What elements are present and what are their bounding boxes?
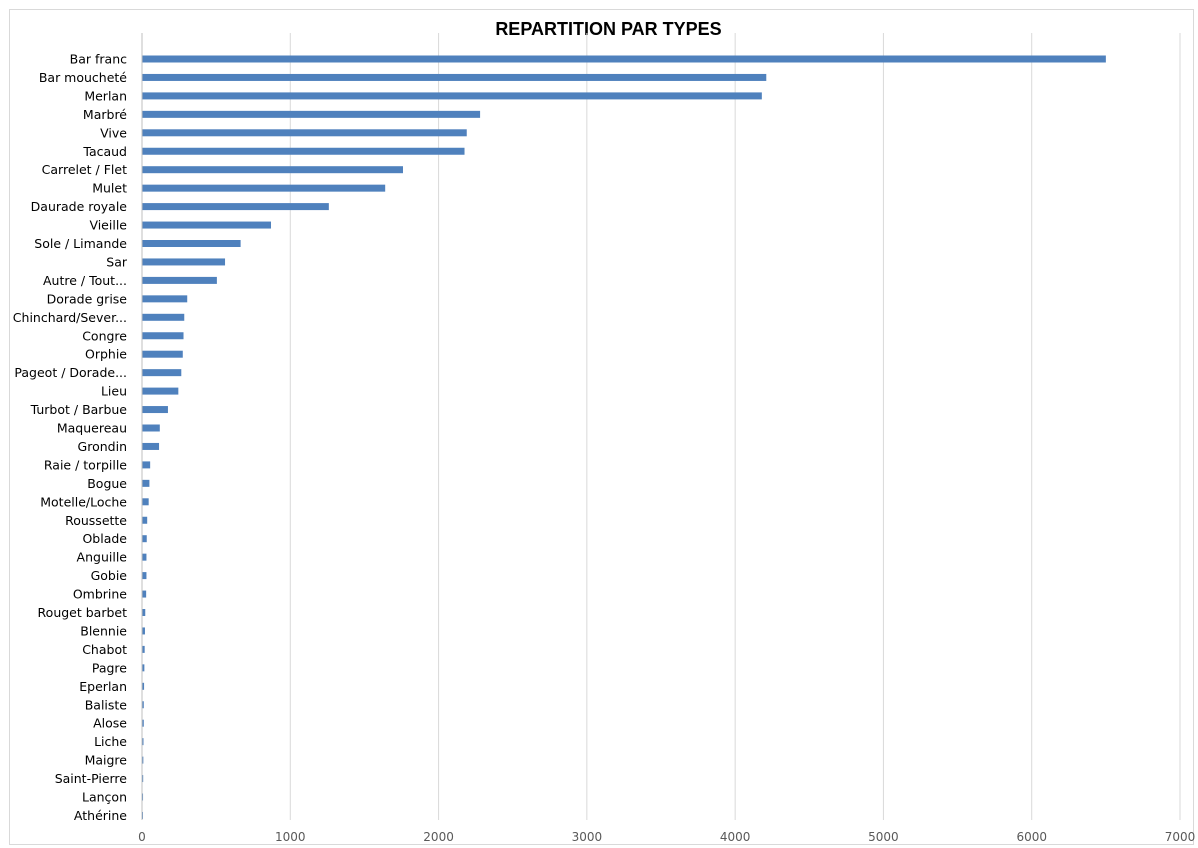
bar	[142, 627, 145, 635]
category-label: Bar franc	[70, 52, 127, 67]
category-label: Maigre	[85, 753, 128, 768]
bar	[142, 55, 1106, 63]
x-tick-label: 4000	[720, 830, 751, 844]
category-label: Lançon	[82, 790, 127, 805]
bar	[142, 609, 146, 616]
category-label: Vive	[100, 125, 127, 140]
category-label: Liche	[94, 734, 127, 749]
bar	[142, 498, 149, 506]
bar	[142, 775, 144, 783]
category-label: Dorade grise	[47, 291, 128, 306]
x-tick-label: 6000	[1016, 830, 1047, 844]
category-label: Anguille	[77, 550, 128, 565]
category-label: Bogue	[87, 476, 127, 491]
category-label: Turbot / Barbue	[30, 402, 128, 417]
bar	[142, 276, 217, 284]
bar	[142, 147, 465, 155]
category-label: Bar moucheté	[39, 70, 127, 85]
bars	[142, 55, 1106, 819]
bar	[142, 73, 767, 81]
chart-title: REPARTITION PAR TYPES	[495, 19, 722, 39]
bar	[142, 258, 226, 266]
bar	[142, 166, 403, 174]
bar	[142, 424, 160, 432]
x-tick-labels: 0 1000 2000 3000 4000 5000 6000 7000	[138, 830, 1195, 844]
category-label: Sole / Limande	[34, 236, 127, 251]
category-label: Marbré	[83, 107, 127, 122]
category-label: Rouget barbet	[38, 605, 128, 620]
bar	[142, 461, 151, 469]
bar	[142, 516, 148, 524]
bar	[142, 572, 147, 580]
x-tick-label: 5000	[868, 830, 899, 844]
category-label: Orphie	[85, 347, 127, 362]
bar	[142, 479, 150, 487]
bar	[142, 535, 147, 543]
category-labels: Bar franc Bar moucheté Merlan Marbré Vive Tac…	[13, 52, 128, 823]
category-label: Sar	[106, 254, 128, 269]
bar	[142, 682, 145, 690]
x-tick-label: 1000	[275, 830, 306, 844]
category-label: Merlan	[84, 88, 127, 103]
category-label: Maquereau	[57, 421, 127, 436]
category-label: Tacaud	[82, 144, 127, 159]
category-label: Athérine	[74, 808, 127, 823]
category-label: Lieu	[101, 384, 127, 399]
bar	[142, 110, 481, 118]
category-label: Saint-Pierre	[55, 771, 128, 786]
category-label: Ombrine	[73, 587, 127, 602]
category-label: Vieille	[89, 218, 127, 233]
category-label: Grondin	[78, 439, 127, 454]
category-label: Raie / torpille	[44, 457, 127, 472]
gridlines	[289, 33, 1181, 820]
bar	[142, 793, 144, 801]
category-label: Alose	[93, 716, 127, 731]
bar	[142, 701, 144, 709]
category-label: Baliste	[85, 697, 128, 712]
bar	[142, 221, 272, 229]
category-label: Gobie	[91, 568, 128, 583]
bar	[142, 719, 144, 727]
bar	[142, 442, 160, 450]
bar	[142, 350, 183, 358]
bar	[142, 240, 241, 247]
bar	[142, 738, 144, 746]
bar	[142, 645, 145, 653]
bar	[142, 184, 386, 192]
bar	[142, 295, 188, 303]
bar	[142, 664, 145, 672]
category-label: Autre / Tout...	[43, 273, 127, 288]
bar	[142, 369, 182, 377]
category-label: Chinchard/Sever...	[13, 310, 127, 325]
category-label: Motelle/Loche	[40, 494, 127, 509]
category-label: Daurade royale	[31, 199, 128, 214]
category-label: Chabot	[82, 642, 127, 657]
category-label: Oblade	[82, 531, 127, 546]
bar	[142, 387, 179, 395]
x-tick-label: 2000	[423, 830, 454, 844]
x-tick-label: 3000	[572, 830, 603, 844]
bar	[142, 129, 467, 137]
x-tick-label: 0	[138, 830, 146, 844]
category-label: Carrelet / Flet	[42, 162, 127, 177]
bar	[142, 332, 184, 340]
bar	[142, 203, 329, 211]
bar	[142, 756, 144, 764]
category-label: Roussette	[65, 513, 127, 528]
category-label: Eperlan	[79, 679, 127, 694]
category-label: Pagre	[92, 660, 127, 675]
bar	[142, 313, 185, 321]
bar	[142, 92, 762, 100]
x-tick-label: 7000	[1165, 830, 1196, 844]
category-label: Congre	[82, 328, 127, 343]
category-label: Blennie	[80, 623, 127, 638]
bar	[142, 553, 147, 561]
bar	[142, 590, 147, 598]
bar	[142, 406, 168, 414]
category-label: Pageot / Dorade...	[14, 365, 127, 380]
category-label: Mulet	[92, 181, 127, 196]
